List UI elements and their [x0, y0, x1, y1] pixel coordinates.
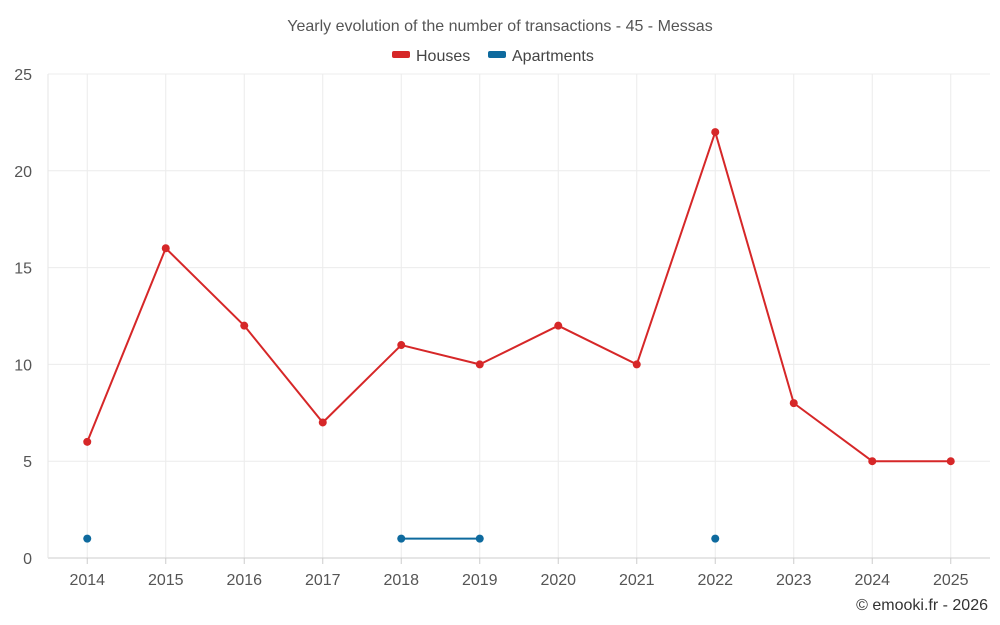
- data-point-apartments-2018[interactable]: [397, 534, 406, 543]
- x-tick-label: 2017: [305, 572, 341, 589]
- data-point-houses-2019[interactable]: [475, 360, 484, 369]
- data-point-houses-2016[interactable]: [240, 321, 249, 330]
- credit-text: © emooki.fr - 2026: [856, 597, 988, 614]
- gridlines: [48, 73, 990, 558]
- x-tick-label: 2024: [854, 572, 890, 589]
- data-point-houses-2015[interactable]: [161, 244, 170, 253]
- x-tick-label: 2020: [540, 572, 576, 589]
- x-tick-label: 2016: [226, 572, 262, 589]
- x-tick-label: 2014: [69, 572, 105, 589]
- legend-swatch-houses: [392, 51, 410, 58]
- y-tick-label: 10: [14, 357, 32, 374]
- y-tick-label: 20: [14, 164, 32, 181]
- x-tick-label: 2021: [619, 572, 655, 589]
- x-tick-label: 2015: [148, 572, 184, 589]
- data-point-houses-2024[interactable]: [868, 457, 877, 466]
- data-point-apartments-2019[interactable]: [475, 534, 484, 543]
- data-point-houses-2023[interactable]: [789, 399, 798, 408]
- series-houses: [83, 128, 955, 466]
- series-apartments: [83, 534, 720, 543]
- legend-label-apartments: Apartments: [512, 48, 594, 65]
- x-tick-label: 2023: [776, 572, 812, 589]
- data-point-apartments-2022[interactable]: [711, 534, 720, 543]
- data-point-houses-2014[interactable]: [83, 437, 92, 446]
- x-tick-label: 2025: [933, 572, 969, 589]
- x-tick-label: 2018: [383, 572, 419, 589]
- x-tick-label: 2022: [697, 572, 733, 589]
- y-tick-label: 0: [23, 551, 32, 568]
- data-point-houses-2022[interactable]: [711, 128, 720, 137]
- x-tick-label: 2019: [462, 572, 498, 589]
- data-point-apartments-2014[interactable]: [83, 534, 92, 543]
- legend-item-houses[interactable]: Houses: [392, 48, 470, 65]
- data-point-houses-2018[interactable]: [397, 341, 406, 350]
- legend: Houses Apartments: [392, 48, 594, 65]
- legend-label-houses: Houses: [416, 48, 470, 65]
- series-line-houses: [86, 131, 951, 463]
- y-tick-label: 5: [23, 454, 32, 471]
- data-point-houses-2025[interactable]: [946, 457, 955, 466]
- data-point-houses-2020[interactable]: [554, 321, 563, 330]
- legend-item-apartments[interactable]: Apartments: [488, 48, 594, 65]
- y-tick-label: 25: [14, 67, 32, 84]
- legend-swatch-apartments: [488, 51, 506, 58]
- data-point-houses-2021[interactable]: [632, 360, 641, 369]
- data-point-houses-2017[interactable]: [318, 418, 327, 427]
- chart-title: Yearly evolution of the number of transa…: [287, 18, 712, 35]
- series: [83, 128, 955, 543]
- y-tick-label: 15: [14, 261, 32, 278]
